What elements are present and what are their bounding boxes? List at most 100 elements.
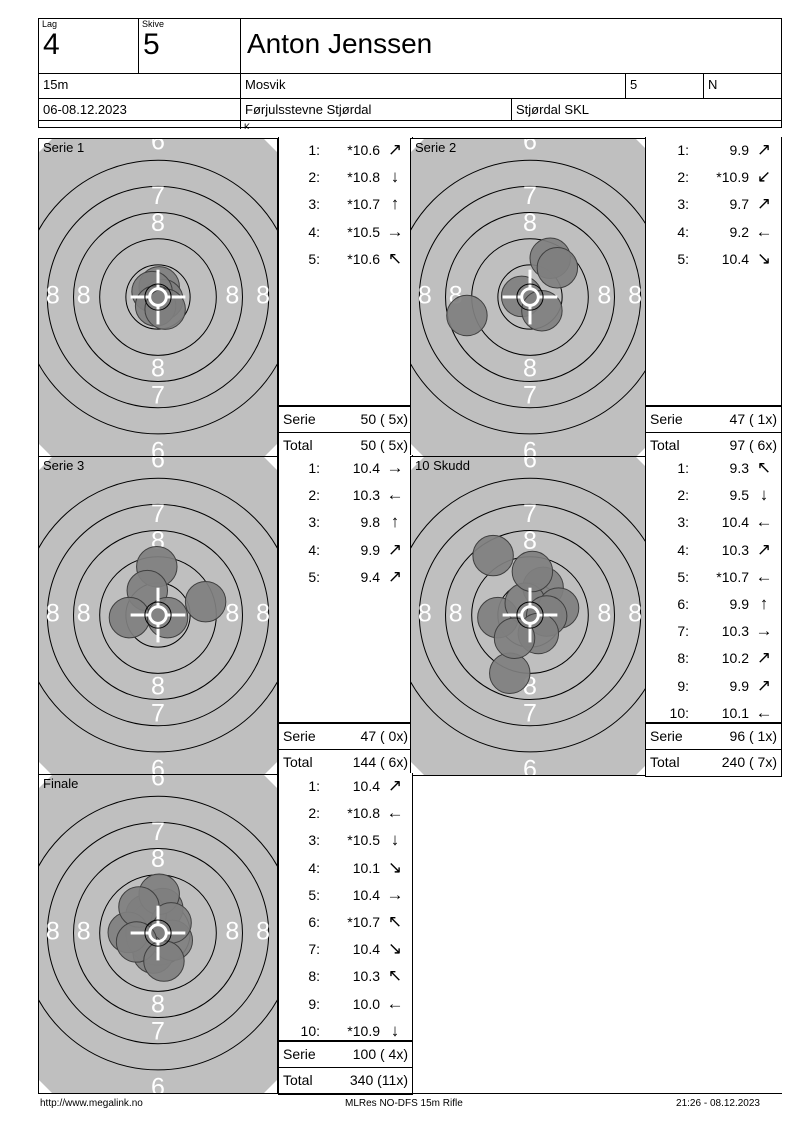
total-label: Total bbox=[283, 1072, 313, 1088]
shot-row: 9: 10.0 ← bbox=[279, 991, 412, 1018]
shot-number: 2: bbox=[308, 169, 320, 186]
shot-number: 1: bbox=[308, 142, 320, 158]
header-cell-name: Anton Jenssen bbox=[241, 19, 781, 74]
footer-url[interactable]: http://www.megalink.no bbox=[40, 1098, 143, 1109]
shot-row: 4: 9.9 ↗ bbox=[279, 537, 412, 564]
shot-row: 2: *10.8 ← bbox=[279, 800, 412, 827]
shot-direction-arrow-icon: ↗ bbox=[387, 140, 403, 159]
svg-text:6: 6 bbox=[151, 1074, 165, 1093]
svg-text:8: 8 bbox=[225, 918, 239, 946]
shot-number: 9: bbox=[308, 995, 320, 1012]
svg-text:7: 7 bbox=[151, 1017, 165, 1045]
target-title-serie-3: Serie 3 bbox=[43, 458, 85, 473]
svg-text:8: 8 bbox=[151, 845, 165, 873]
shot-row: 5: 10.4 → bbox=[279, 882, 412, 909]
shot-score: *10.8 bbox=[347, 169, 380, 186]
svg-text:7: 7 bbox=[151, 500, 165, 528]
grand-total-row: Total 240 ( 7x) bbox=[646, 750, 781, 776]
target-title-serie-1: Serie 1 bbox=[43, 140, 85, 155]
serie-label: Serie bbox=[283, 411, 316, 427]
target-serie-3[interactable]: 7 8 8 7 8 8 8 8 6 6 Serie 3 bbox=[38, 456, 278, 776]
shot-score: 9.5 bbox=[729, 487, 749, 504]
shot-score: 10.3 bbox=[721, 623, 749, 640]
shot-row: 1: *10.6 ↗ bbox=[279, 137, 412, 164]
shot-row: 8: 10.2 ↗ bbox=[646, 645, 781, 672]
shot-number: 3: bbox=[677, 514, 689, 531]
shot-number: 5: bbox=[677, 568, 689, 585]
shot-row: 1: 9.9 ↗ bbox=[646, 137, 781, 164]
shot-row: 3: *10.5 ↓ bbox=[279, 827, 412, 854]
shot-score: 10.1 bbox=[721, 704, 749, 721]
shot-number: 2: bbox=[677, 487, 689, 504]
shot-score: 10.3 bbox=[721, 541, 749, 558]
shot-direction-arrow-icon: ← bbox=[755, 566, 773, 586]
shot-row: 3: 10.4 ← bbox=[646, 509, 781, 536]
club-value: Mosvik bbox=[245, 77, 286, 92]
total-value: 50 ( 5x) bbox=[360, 437, 408, 453]
shot-score: *10.7 bbox=[716, 568, 749, 585]
shot-row: 4: 9.2 ← bbox=[646, 219, 781, 246]
svg-text:6: 6 bbox=[523, 139, 537, 156]
shot-number: 6: bbox=[308, 913, 320, 930]
shot-number: 8: bbox=[677, 650, 689, 667]
shot-score: 10.4 bbox=[352, 886, 380, 903]
event-value: Førjulsstevne Stjørdal bbox=[245, 102, 372, 117]
svg-text:8: 8 bbox=[77, 282, 91, 310]
shot-direction-arrow-icon: ↖ bbox=[387, 911, 403, 931]
target-title-10-skudd: 10 Skudd bbox=[415, 458, 470, 473]
target-serie-1[interactable]: 7 8 8 7 8 8 8 8 6 6 Serie 1 bbox=[38, 138, 278, 458]
target-10-skudd[interactable]: 7 8 8 7 8 8 8 8 6 6 10 Skudd bbox=[410, 456, 650, 776]
shot-number: 8: bbox=[308, 968, 320, 985]
header-cell-lag: Lag 4 bbox=[39, 19, 139, 74]
shot-direction-arrow-icon: ← bbox=[386, 993, 404, 1013]
shot-score: 10.4 bbox=[352, 941, 380, 958]
shot-direction-arrow-icon: ↖ bbox=[756, 458, 772, 477]
shot-score: *10.8 bbox=[347, 805, 380, 822]
svg-text:6: 6 bbox=[523, 438, 537, 457]
shot-direction-arrow-icon: ↘ bbox=[756, 248, 772, 268]
svg-text:6: 6 bbox=[151, 775, 165, 792]
shot-number: 6: bbox=[677, 595, 689, 612]
shot-number: 10: bbox=[669, 704, 689, 721]
shooter-name: Anton Jenssen bbox=[247, 28, 433, 59]
svg-text:6: 6 bbox=[523, 756, 537, 775]
header-cell-skive: Skive 5 bbox=[139, 19, 241, 74]
shot-score: *10.7 bbox=[347, 913, 380, 930]
svg-text:8: 8 bbox=[151, 672, 165, 700]
summary-serie-1: Serie 50 ( 5x) Total 50 ( 5x) bbox=[278, 406, 413, 460]
svg-text:8: 8 bbox=[256, 918, 270, 946]
total-value: 144 ( 6x) bbox=[352, 754, 408, 770]
shot-score: 9.8 bbox=[360, 514, 380, 531]
shot-direction-arrow-icon: ← bbox=[386, 485, 404, 505]
serie-value: 47 ( 0x) bbox=[360, 728, 408, 744]
svg-text:8: 8 bbox=[256, 600, 270, 628]
shot-number: 1: bbox=[308, 778, 320, 794]
svg-text:6: 6 bbox=[151, 457, 165, 474]
shot-number: 7: bbox=[308, 941, 320, 958]
summary-serie-3: Serie 47 ( 0x) Total 144 ( 6x) bbox=[278, 723, 413, 777]
svg-text:8: 8 bbox=[523, 209, 537, 237]
shot-row: 7: 10.4 ↘ bbox=[279, 936, 412, 963]
grand-total-row: Total 340 (11x) bbox=[279, 1068, 412, 1094]
shot-score: 9.9 bbox=[729, 677, 749, 694]
svg-text:8: 8 bbox=[628, 282, 642, 310]
shot-number: 2: bbox=[308, 805, 320, 822]
svg-text:7: 7 bbox=[151, 182, 165, 210]
shot-direction-arrow-icon: ← bbox=[386, 803, 404, 823]
shot-direction-arrow-icon: ← bbox=[755, 221, 773, 241]
shot-score: *10.6 bbox=[347, 250, 380, 267]
total-value: 340 (11x) bbox=[349, 1072, 408, 1088]
shot-row: 5: *10.7 ← bbox=[646, 564, 781, 591]
target-title-serie-2: Serie 2 bbox=[415, 140, 457, 155]
shot-score: 10.4 bbox=[721, 250, 749, 267]
category-value: N bbox=[708, 77, 718, 92]
svg-text:8: 8 bbox=[225, 282, 239, 310]
target-serie-2[interactable]: 7 8 8 7 8 8 8 8 6 6 Serie 2 bbox=[410, 138, 650, 458]
shot-row: 4: 10.1 ↘ bbox=[279, 855, 412, 882]
total-label: Total bbox=[650, 754, 680, 770]
serie-value: 50 ( 5x) bbox=[360, 411, 408, 427]
svg-text:8: 8 bbox=[77, 600, 91, 628]
svg-text:8: 8 bbox=[77, 918, 91, 946]
target-finale[interactable]: 7 8 8 7 8 8 8 8 6 6 Finale bbox=[38, 774, 278, 1094]
svg-text:7: 7 bbox=[523, 182, 537, 210]
